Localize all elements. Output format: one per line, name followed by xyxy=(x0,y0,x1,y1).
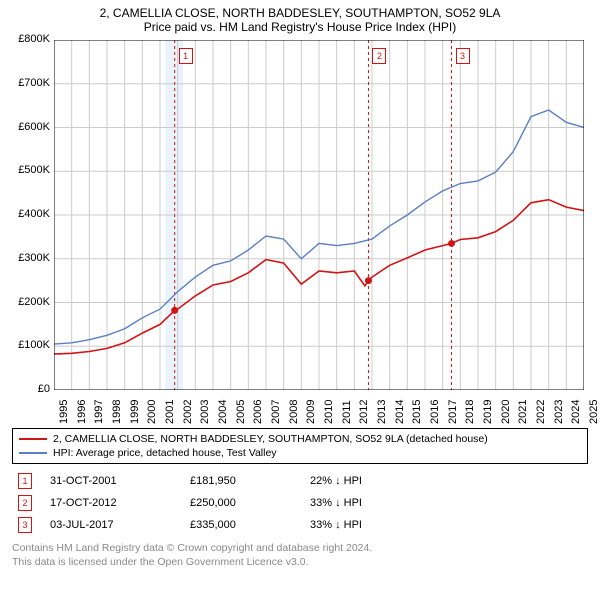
sale-marker: 2 xyxy=(18,495,32,511)
txn-delta: 33% ↓ HPI xyxy=(310,519,430,531)
y-tick-label: £200K xyxy=(0,296,50,308)
x-tick-label: 2020 xyxy=(500,400,512,424)
sale-marker: 1 xyxy=(179,48,193,64)
txn-delta: 33% ↓ HPI xyxy=(310,497,430,509)
x-tick-label: 2019 xyxy=(482,400,494,424)
x-tick-label: 2018 xyxy=(464,400,476,424)
legend-item: HPI: Average price, detached house, Test… xyxy=(19,446,581,460)
txn-price: £335,000 xyxy=(190,519,310,531)
x-tick-label: 1996 xyxy=(76,400,88,424)
x-tick-label: 2001 xyxy=(164,400,176,424)
title-address: 2, CAMELLIA CLOSE, NORTH BADDESLEY, SOUT… xyxy=(0,6,600,20)
sale-marker: 1 xyxy=(18,473,32,489)
y-tick-label: £800K xyxy=(0,33,50,45)
transactions-table: 1 31-OCT-2001£181,95022% ↓ HPI 2 17-OCT-201… xyxy=(12,470,588,536)
sale-marker: 2 xyxy=(372,48,386,64)
price-chart: £0£100K£200K£300K£400K£500K£600K£700K£80… xyxy=(54,40,584,390)
txn-delta: 22% ↓ HPI xyxy=(310,475,430,487)
x-tick-label: 2025 xyxy=(588,400,600,424)
x-tick-label: 1997 xyxy=(93,400,105,424)
txn-date: 03-JUL-2017 xyxy=(50,519,190,531)
x-tick-label: 2021 xyxy=(517,400,529,424)
footer-line: Contains HM Land Registry data © Crown c… xyxy=(12,542,588,556)
x-tick-label: 2023 xyxy=(553,400,565,424)
sale-marker: 3 xyxy=(18,517,32,533)
x-tick-label: 2002 xyxy=(182,400,194,424)
x-tick-label: 2009 xyxy=(305,400,317,424)
y-tick-label: £0 xyxy=(0,383,50,395)
x-tick-label: 1998 xyxy=(111,400,123,424)
y-tick-label: £700K xyxy=(0,77,50,89)
txn-date: 31-OCT-2001 xyxy=(50,475,190,487)
x-tick-label: 2012 xyxy=(358,400,370,424)
x-tick-label: 2014 xyxy=(394,400,406,424)
txn-price: £181,950 xyxy=(190,475,310,487)
x-tick-label: 2011 xyxy=(341,400,353,424)
x-tick-label: 2015 xyxy=(411,400,423,424)
legend: 2, CAMELLIA CLOSE, NORTH BADDESLEY, SOUT… xyxy=(12,428,588,464)
txn-price: £250,000 xyxy=(190,497,310,509)
legend-label: 2, CAMELLIA CLOSE, NORTH BADDESLEY, SOUT… xyxy=(53,433,488,445)
x-tick-label: 2004 xyxy=(217,400,229,424)
transaction-row: 1 31-OCT-2001£181,95022% ↓ HPI xyxy=(12,470,588,492)
y-tick-label: £100K xyxy=(0,339,50,351)
legend-item: 2, CAMELLIA CLOSE, NORTH BADDESLEY, SOUT… xyxy=(19,432,581,446)
y-tick-label: £400K xyxy=(0,208,50,220)
footer: Contains HM Land Registry data © Crown c… xyxy=(12,542,588,569)
sale-marker: 3 xyxy=(456,48,470,64)
x-tick-label: 2000 xyxy=(146,400,158,424)
transaction-row: 3 03-JUL-2017£335,00033% ↓ HPI xyxy=(12,514,588,536)
x-tick-label: 2008 xyxy=(288,400,300,424)
x-tick-label: 2013 xyxy=(376,400,388,424)
title-sub: Price paid vs. HM Land Registry's House … xyxy=(0,20,600,34)
x-tick-label: 2017 xyxy=(447,400,459,424)
txn-date: 17-OCT-2012 xyxy=(50,497,190,509)
x-tick-label: 2003 xyxy=(199,400,211,424)
footer-line: This data is licensed under the Open Gov… xyxy=(12,556,588,570)
y-tick-label: £500K xyxy=(0,164,50,176)
x-tick-label: 2007 xyxy=(270,400,282,424)
x-tick-label: 2022 xyxy=(535,400,547,424)
x-tick-label: 1999 xyxy=(129,400,141,424)
x-tick-label: 1995 xyxy=(58,400,70,424)
transaction-row: 2 17-OCT-2012£250,00033% ↓ HPI xyxy=(12,492,588,514)
y-tick-label: £300K xyxy=(0,252,50,264)
y-tick-label: £600K xyxy=(0,121,50,133)
x-tick-label: 2010 xyxy=(323,400,335,424)
x-tick-label: 2016 xyxy=(429,400,441,424)
x-tick-label: 2024 xyxy=(570,400,582,424)
x-tick-label: 2006 xyxy=(252,400,264,424)
legend-label: HPI: Average price, detached house, Test… xyxy=(53,447,277,459)
x-tick-label: 2005 xyxy=(235,400,247,424)
